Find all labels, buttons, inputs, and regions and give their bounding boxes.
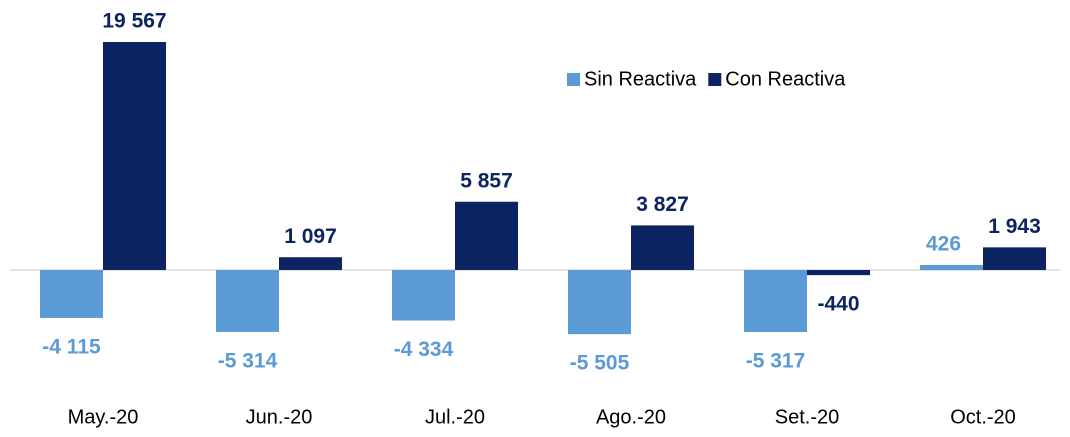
data-label: -5 317 (746, 350, 806, 373)
legend-label: Sin Reactiva (584, 68, 697, 90)
bar (568, 270, 631, 335)
x-tick-label: Jul.-20 (425, 406, 485, 428)
bar (807, 270, 870, 276)
data-label: 426 (926, 233, 961, 256)
bar (920, 265, 983, 270)
data-label: 1 097 (284, 225, 337, 248)
legend-label: Con Reactiva (725, 68, 846, 90)
data-label: -5 505 (570, 352, 630, 375)
data-label: 1 943 (988, 215, 1041, 238)
data-label: 3 827 (636, 193, 689, 216)
bar (103, 42, 166, 270)
bar (983, 247, 1046, 270)
legend-swatch (567, 73, 580, 86)
x-tick-label: Set.-20 (775, 406, 839, 428)
x-tick-label: May.-20 (68, 406, 139, 428)
data-label: 19 567 (102, 10, 166, 33)
bar (744, 270, 807, 332)
bar (40, 270, 103, 318)
x-tick-label: Ago.-20 (596, 406, 666, 428)
legend-swatch (708, 73, 722, 86)
data-label: -4 334 (394, 338, 454, 361)
bar (392, 270, 455, 321)
bar (216, 270, 279, 332)
bar (631, 225, 694, 270)
data-label: -4 115 (42, 335, 101, 358)
x-tick-label: Oct.-20 (950, 406, 1016, 428)
bar (279, 257, 342, 270)
data-label: -5 314 (218, 349, 278, 372)
data-label: -440 (817, 293, 859, 316)
bar (455, 201, 518, 270)
data-label: 5 857 (460, 169, 513, 192)
x-tick-label: Jun.-20 (246, 406, 313, 428)
